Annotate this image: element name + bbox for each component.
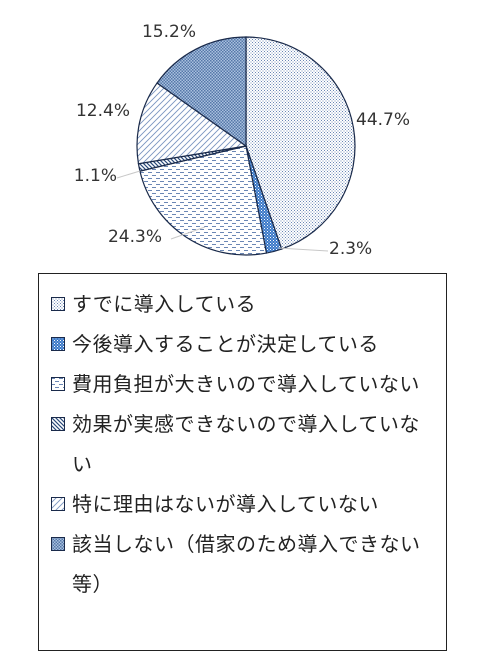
leader-line [170,226,206,240]
data-label-cost-burden: 24.3% [108,227,162,247]
legend-item-cost-burden: 費用負担が大きいので導入していない [49,364,436,404]
legend-label: 費用負担が大きいので導入していない [72,372,420,396]
legend-item-no-effect: 効果が実感できないので導入していない [49,404,436,484]
pie-slice-already-installed [245,36,356,250]
legend-swatch [51,377,65,391]
legend-item-already-installed: すでに導入している [49,284,436,324]
pie-slice-cost-burden [139,145,268,256]
data-label-no-reason: 12.4% [76,101,130,121]
leader-line [277,247,329,252]
legend-item-no-reason: 特に理由はないが導入していない [49,484,436,524]
legend-swatch [51,297,65,311]
legend-label: 今後導入することが決定している [72,332,379,356]
pie-slice-no-reason [136,82,248,165]
legend-swatch [51,497,65,511]
legend-swatch [51,417,65,431]
legend-swatch [51,537,65,551]
pie-slice-not-applicable [156,36,247,148]
legend-swatch [51,337,65,351]
pie-chart: 44.7% 2.3% 24.3% 1.1% 12.4% 15.2% [74,22,410,259]
data-label-decided-to-install: 2.3% [329,239,372,259]
legend: すでに導入している 今後導入することが決定している 費用負担が大きいので導入して… [38,273,447,651]
data-label-already-installed: 44.7% [356,110,410,130]
legend-label: 特に理由はないが導入していない [72,492,379,516]
legend-item-decided-to-install: 今後導入することが決定している [49,324,436,364]
legend-label: 該当しない（借家のため導入できない等） [72,532,421,596]
legend-item-not-applicable: 該当しない（借家のため導入できない等） [49,524,436,604]
legend-label: 効果が実感できないので導入していない [72,412,420,476]
legend-label: すでに導入している [72,292,257,316]
data-label-no-effect: 1.1% [74,166,117,186]
leader-line [116,170,141,179]
data-label-not-applicable: 15.2% [142,22,196,42]
